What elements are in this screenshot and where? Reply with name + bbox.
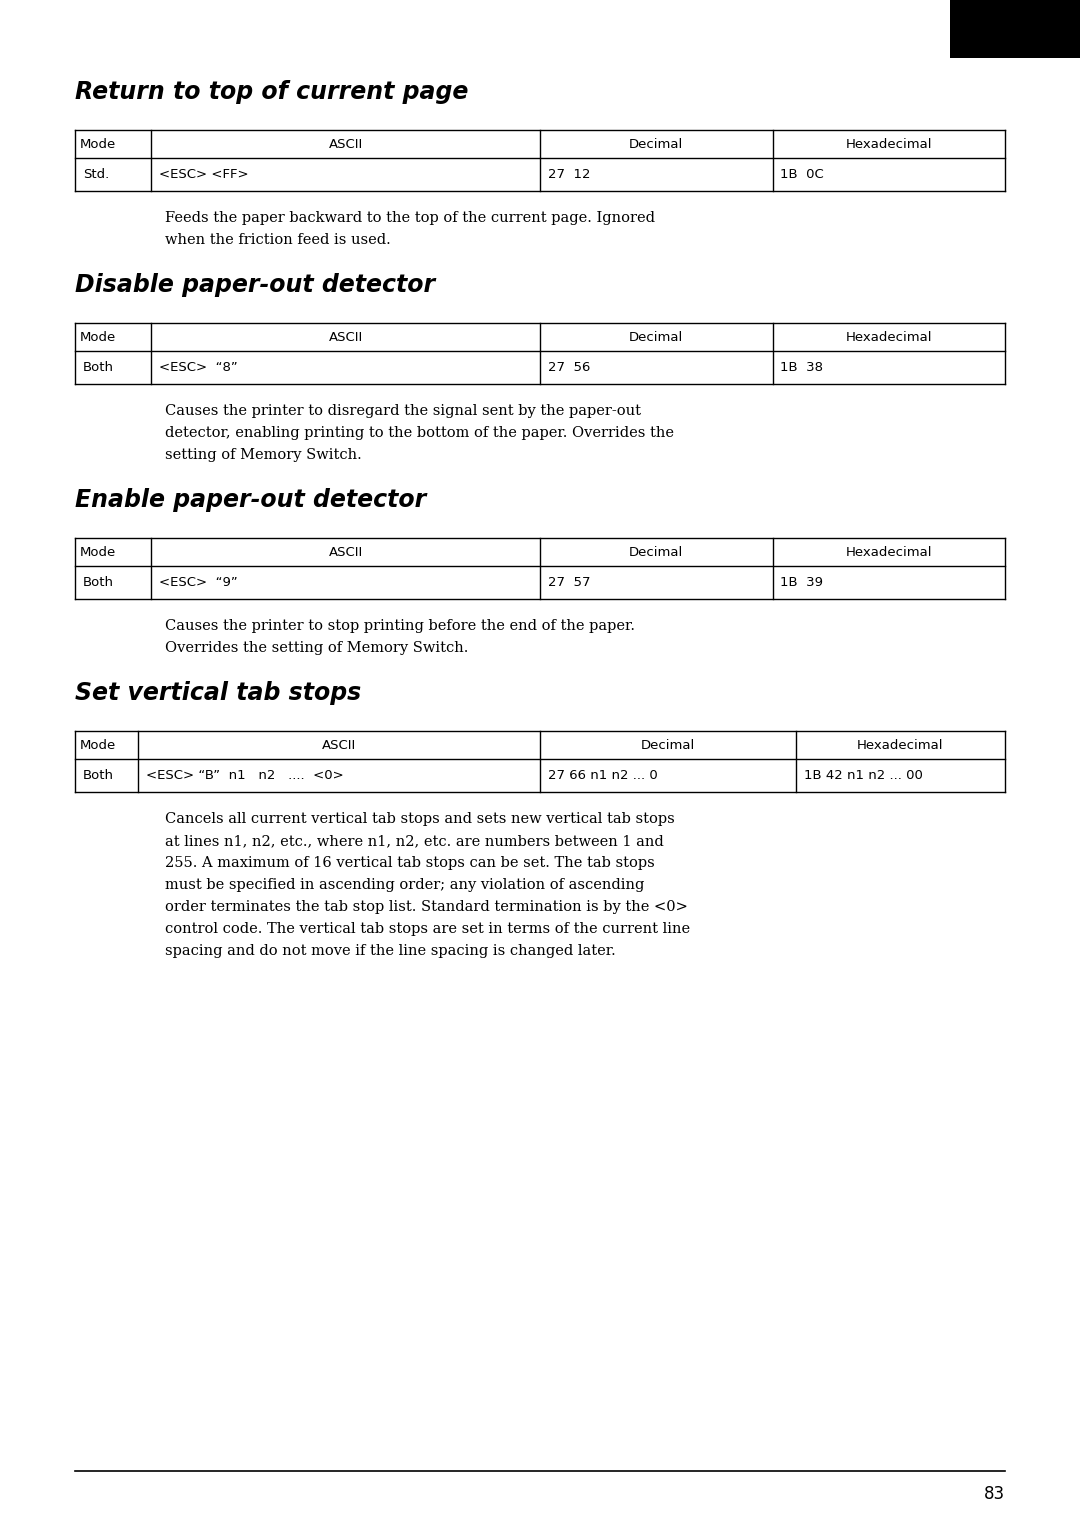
Text: Std.: Std. [83,168,109,181]
Text: Hexadecimal: Hexadecimal [858,739,944,751]
Text: Return to top of current page: Return to top of current page [75,81,469,104]
Text: 255. A maximum of 16 vertical tab stops can be set. The tab stops: 255. A maximum of 16 vertical tab stops … [165,856,654,870]
Text: 27 66 n1 n2 ... 0: 27 66 n1 n2 ... 0 [548,769,658,781]
Text: ASCII: ASCII [328,137,363,151]
Text: 27  57: 27 57 [548,576,591,589]
Text: 27  12: 27 12 [548,168,591,181]
Text: Mode: Mode [80,739,117,751]
Text: ASCII: ASCII [322,739,356,751]
Text: 83: 83 [984,1485,1005,1503]
Text: Feeds the paper backward to the top of the current page. Ignored: Feeds the paper backward to the top of t… [165,212,654,225]
Text: when the friction feed is used.: when the friction feed is used. [165,233,391,247]
Text: Hexadecimal: Hexadecimal [846,545,932,559]
Text: at lines n1, n2, etc., where n1, n2, etc. are numbers between 1 and: at lines n1, n2, etc., where n1, n2, etc… [165,835,664,848]
Text: 1B 42 n1 n2 ... 00: 1B 42 n1 n2 ... 00 [804,769,922,781]
Text: must be specified in ascending order; any violation of ascending: must be specified in ascending order; an… [165,877,645,892]
Text: Both: Both [83,361,114,375]
Text: Overrides the setting of Memory Switch.: Overrides the setting of Memory Switch. [165,641,469,655]
Text: Decimal: Decimal [630,330,684,344]
Text: spacing and do not move if the line spacing is changed later.: spacing and do not move if the line spac… [165,944,616,958]
Text: 27  56: 27 56 [548,361,591,375]
Text: Both: Both [83,576,114,589]
Text: 1B  0C: 1B 0C [781,168,824,181]
Text: Enable paper-out detector: Enable paper-out detector [75,487,427,512]
Text: 1B  39: 1B 39 [781,576,824,589]
Text: <ESC> <FF>: <ESC> <FF> [159,168,248,181]
Text: Decimal: Decimal [630,545,684,559]
Text: Disable paper-out detector: Disable paper-out detector [75,273,435,297]
Text: Mode: Mode [80,137,117,151]
Text: <ESC>  “9”: <ESC> “9” [159,576,238,589]
Text: Causes the printer to disregard the signal sent by the paper-out: Causes the printer to disregard the sign… [165,404,642,417]
Text: Set vertical tab stops: Set vertical tab stops [75,681,361,705]
Text: order terminates the tab stop list. Standard termination is by the <0>: order terminates the tab stop list. Stan… [165,900,688,914]
Bar [950,0,1080,58]
Text: Mode: Mode [80,330,117,344]
Text: 1B  38: 1B 38 [781,361,824,375]
Text: Cancels all current vertical tab stops and sets new vertical tab stops: Cancels all current vertical tab stops a… [165,812,675,825]
Text: ASCII: ASCII [328,545,363,559]
Text: Decimal: Decimal [640,739,696,751]
Text: <ESC>  “8”: <ESC> “8” [159,361,238,375]
Text: Hexadecimal: Hexadecimal [846,137,932,151]
Text: Causes the printer to stop printing before the end of the paper.: Causes the printer to stop printing befo… [165,618,635,634]
Text: detector, enabling printing to the bottom of the paper. Overrides the: detector, enabling printing to the botto… [165,426,674,440]
Text: Hexadecimal: Hexadecimal [846,330,932,344]
Text: control code. The vertical tab stops are set in terms of the current line: control code. The vertical tab stops are… [165,921,690,937]
Text: Mode: Mode [80,545,117,559]
Text: setting of Memory Switch.: setting of Memory Switch. [165,448,362,461]
Text: ASCII: ASCII [328,330,363,344]
Text: <ESC> “B”  n1   n2   ....  <0>: <ESC> “B” n1 n2 .... <0> [146,769,345,781]
Text: Both: Both [83,769,114,781]
Text: Decimal: Decimal [630,137,684,151]
